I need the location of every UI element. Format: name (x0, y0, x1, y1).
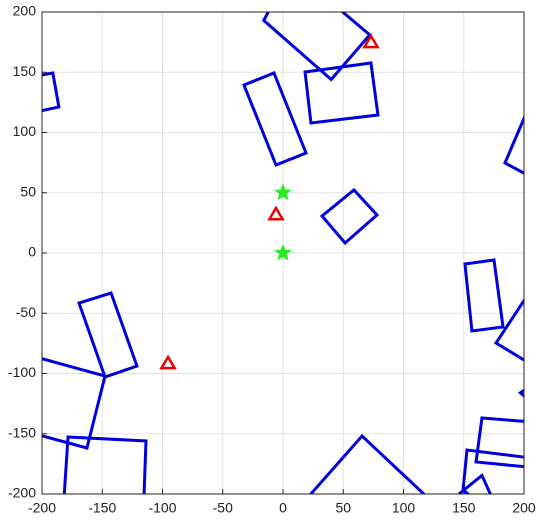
obstacle (457, 473, 492, 494)
x-tick-label: 100 (392, 500, 416, 516)
y-tick-label: -100 (8, 364, 36, 380)
obstacle (461, 448, 524, 494)
x-tick-label: 150 (452, 500, 476, 516)
obstacle (308, 433, 427, 494)
obstacle (503, 114, 524, 175)
star-marker (274, 183, 292, 201)
y-tick-label: 50 (20, 183, 36, 199)
y-tick-label: 100 (13, 123, 37, 139)
obstacle (493, 297, 524, 362)
y-tick-label: -150 (8, 424, 36, 440)
obstacle (261, 12, 372, 82)
y-tick-label: -200 (8, 485, 36, 501)
tick-labels: -200 -150 -100 -50 0 50 100 150 200 -200 -150 -100 -… (8, 3, 536, 516)
triangle-marker (159, 354, 177, 370)
obstacle (77, 291, 139, 379)
y-tick-label: 0 (28, 244, 36, 260)
x-tick-label: -200 (28, 500, 56, 516)
obstacle (463, 258, 505, 333)
obstacle (319, 187, 380, 246)
x-tick-label: -50 (213, 500, 233, 516)
obstacle (242, 71, 308, 167)
star-marker (274, 243, 292, 261)
obstacle (517, 388, 524, 398)
y-tick-label: -50 (16, 304, 36, 320)
obstacle (42, 71, 61, 113)
x-tick-label: 50 (335, 500, 351, 516)
obstacle (62, 435, 148, 494)
y-tick-label: 150 (13, 63, 37, 79)
triangle-marker (362, 33, 380, 49)
obstacle (303, 61, 380, 125)
triangle-marker (267, 205, 285, 221)
y-tick-label: 200 (13, 3, 37, 19)
x-tick-label: 200 (512, 500, 536, 516)
axes-box (41, 11, 525, 495)
obstacle (42, 357, 107, 450)
x-tick-label: -150 (88, 500, 116, 516)
x-tick-label: -100 (148, 500, 176, 516)
marks (42, 12, 524, 494)
x-tick-label: 0 (279, 500, 287, 516)
obstacle (474, 416, 524, 469)
